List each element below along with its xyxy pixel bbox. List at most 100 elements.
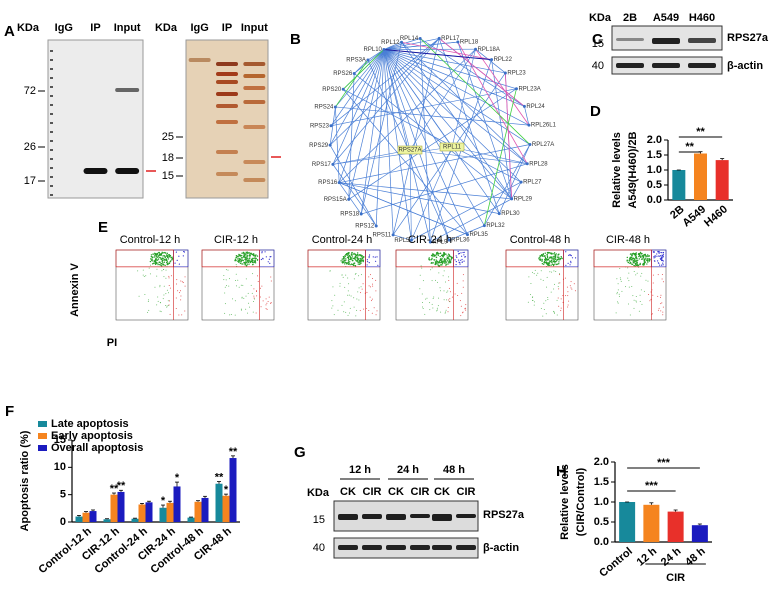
event <box>253 297 255 299</box>
event <box>361 256 363 258</box>
event <box>455 263 457 266</box>
event <box>628 286 630 288</box>
event <box>647 255 649 258</box>
node <box>352 71 356 75</box>
significance-label: ** <box>215 471 224 483</box>
event <box>432 262 434 264</box>
x-tick-label: 48 h <box>683 545 708 569</box>
legend-label: Overall apoptosis <box>51 442 143 454</box>
event <box>428 257 430 259</box>
event <box>628 280 630 282</box>
event <box>654 260 656 262</box>
event <box>448 279 450 281</box>
event <box>617 283 619 285</box>
band <box>456 514 476 518</box>
panel-label: H <box>556 463 567 480</box>
lane-label: CIR <box>457 486 476 498</box>
event <box>250 260 252 263</box>
event <box>460 315 462 317</box>
event <box>154 254 156 257</box>
ladder <box>50 77 53 79</box>
event <box>242 251 245 254</box>
node <box>400 40 404 44</box>
edge <box>401 42 512 200</box>
event <box>347 314 349 316</box>
event <box>156 275 158 277</box>
event <box>225 285 227 287</box>
event <box>635 295 637 297</box>
lane-label: IgG <box>190 22 208 34</box>
event <box>637 263 639 266</box>
significance-label: ** <box>696 126 705 138</box>
event <box>662 281 664 283</box>
event <box>156 304 158 306</box>
event <box>235 264 237 266</box>
edge <box>329 38 440 146</box>
event <box>349 258 352 260</box>
edge <box>330 49 385 127</box>
panel-label: F <box>5 403 14 420</box>
event <box>223 275 225 277</box>
event <box>419 274 421 276</box>
event <box>357 261 359 263</box>
event <box>552 264 555 266</box>
y-tick-label: 5 <box>60 489 66 501</box>
edge <box>335 59 369 108</box>
event <box>464 308 466 310</box>
event <box>245 264 248 267</box>
event <box>165 255 167 257</box>
event <box>543 308 545 310</box>
gate <box>201 249 260 268</box>
event <box>270 256 272 258</box>
event <box>549 251 551 254</box>
edge <box>348 73 355 200</box>
event <box>449 260 451 263</box>
bar <box>222 495 230 522</box>
event <box>631 258 634 260</box>
y-tick-label: 1.5 <box>647 149 662 161</box>
event <box>165 269 167 271</box>
event <box>368 285 370 287</box>
event <box>638 310 640 312</box>
event <box>662 311 664 313</box>
event <box>536 274 538 276</box>
event <box>570 287 572 289</box>
event <box>662 251 665 254</box>
edge <box>332 149 411 165</box>
event <box>445 264 447 266</box>
event <box>444 253 446 255</box>
event <box>254 258 257 260</box>
event <box>242 284 244 286</box>
marker-label: 18 <box>162 152 174 164</box>
axis-label: PI <box>107 337 117 349</box>
event <box>235 280 237 282</box>
event <box>362 260 364 263</box>
event <box>374 256 376 258</box>
event <box>553 312 555 314</box>
event <box>181 314 183 316</box>
event <box>648 255 650 257</box>
event <box>447 299 449 301</box>
event <box>252 311 254 313</box>
event <box>248 263 250 265</box>
legend-label: Late apoptosis <box>51 418 129 430</box>
event <box>433 254 435 256</box>
event <box>570 255 572 257</box>
event <box>626 259 628 261</box>
event <box>545 258 547 261</box>
event <box>224 312 226 314</box>
event <box>270 301 272 303</box>
marker-label: 72 <box>24 85 36 97</box>
event <box>561 257 563 260</box>
bar <box>159 507 167 522</box>
bar <box>145 502 153 522</box>
event <box>159 257 162 259</box>
event <box>178 263 180 265</box>
lane-label: CK <box>340 486 356 498</box>
event <box>168 255 170 257</box>
event <box>554 254 557 256</box>
marker-label: 15 <box>592 38 604 50</box>
event <box>447 253 450 255</box>
event <box>458 261 460 263</box>
node-label: RPL36 <box>451 238 470 244</box>
